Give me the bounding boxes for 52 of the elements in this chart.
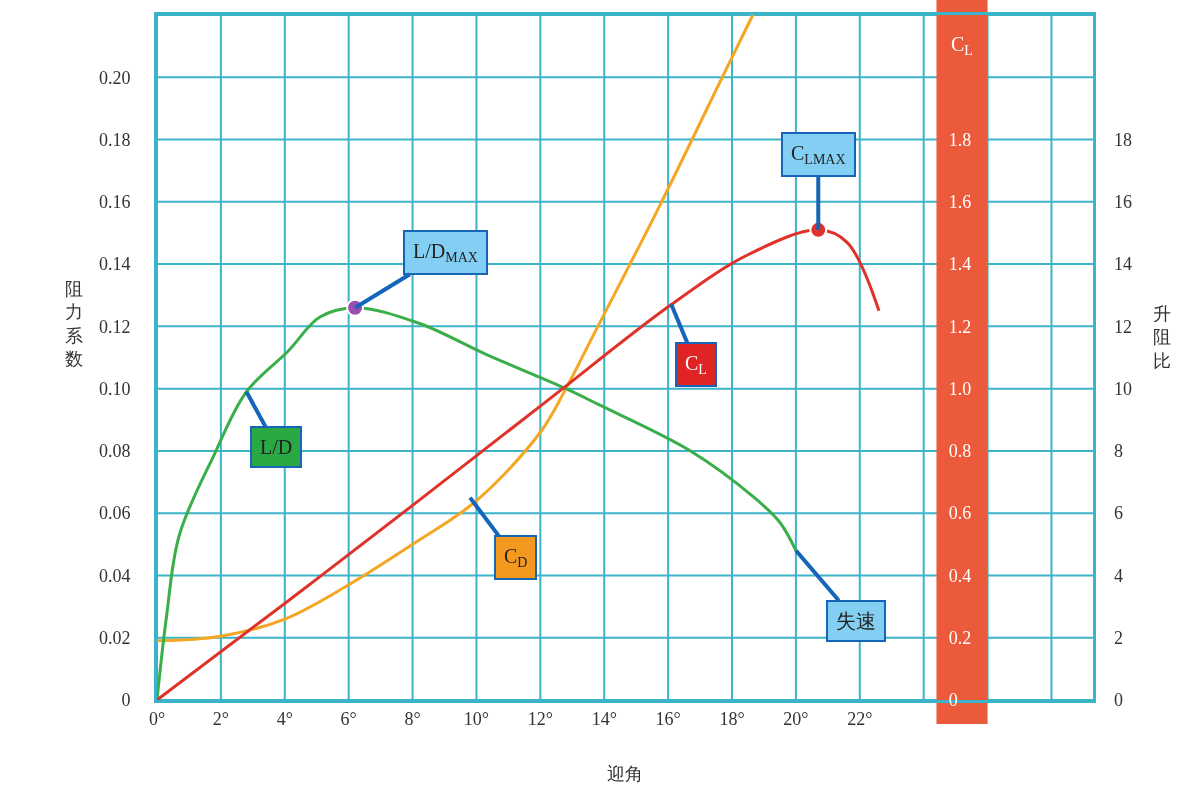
y3-axis-title: C$_{L}$ (951, 33, 973, 59)
y3-tick-label: 0.8 (948, 441, 972, 462)
y2-tick-label: 18 (1114, 129, 1132, 150)
y3-tick-label: 0.2 (948, 628, 972, 649)
annotation: L/D (260, 436, 293, 458)
annotation: C$_{L}$ (685, 352, 707, 378)
y2-tick-label: 2 (1114, 628, 1123, 649)
y2-tick-label: 14 (1114, 254, 1132, 275)
annotation: 失速 (836, 610, 876, 632)
y3-tick-label: 1.2 (948, 316, 972, 337)
y3-tick-label: 1.0 (948, 378, 972, 399)
y-tick-label: 0.20 (98, 67, 131, 88)
y-axis-title: 阻力系数 (65, 278, 83, 370)
annotation: C$_{D}$ (504, 545, 528, 571)
y2-tick-label: 16 (1114, 192, 1132, 213)
y3-tick-label: 1.8 (948, 129, 972, 150)
x-tick-label: 20° (783, 708, 809, 729)
x-tick-label: 16° (655, 708, 681, 729)
y2-tick-label: 4 (1114, 565, 1123, 586)
y-tick-label: 0.06 (98, 503, 131, 524)
x-tick-label: 4° (276, 708, 293, 729)
y2-tick-label: 6 (1114, 503, 1123, 524)
y2-tick-label: 12 (1114, 316, 1132, 337)
y3-tick-label: 1.4 (948, 254, 972, 275)
y-tick-label: 0 (121, 690, 131, 711)
x-axis-title: 迎角 (607, 762, 643, 784)
y-tick-label: 0.18 (98, 129, 131, 150)
y-tick-label: 0.04 (98, 565, 131, 586)
y-tick-label: 0.08 (98, 441, 131, 462)
y3-tick-label: 0.4 (948, 565, 972, 586)
x-tick-label: 2° (212, 708, 229, 729)
x-tick-label: 8° (404, 708, 421, 729)
y-tick-label: 0.16 (98, 192, 131, 213)
y3-tick-label: 1.6 (948, 192, 972, 213)
y-tick-label: 0.12 (98, 316, 131, 337)
y-tick-label: 0.10 (98, 378, 131, 399)
y-tick-label: 0.02 (98, 628, 131, 649)
x-tick-label: 14° (591, 708, 617, 729)
x-tick-label: 12° (527, 708, 553, 729)
x-tick-label: 22° (847, 708, 873, 729)
y-tick-label: 0.14 (98, 254, 131, 275)
x-tick-label: 18° (719, 708, 745, 729)
y2-tick-label: 8 (1114, 441, 1123, 462)
x-tick-label: 6° (340, 708, 357, 729)
x-tick-label: 0° (148, 708, 166, 729)
y3-tick-label: 0.6 (948, 503, 972, 524)
x-tick-label: 10° (463, 708, 490, 729)
annotation: L/D$_{MAX}$ (413, 240, 478, 266)
y2-tick-label: 10 (1114, 378, 1132, 399)
y2-axis-title: 升阻比 (1153, 303, 1171, 371)
line-series (157, 15, 755, 643)
y2-tick-label: 0 (1114, 690, 1123, 711)
